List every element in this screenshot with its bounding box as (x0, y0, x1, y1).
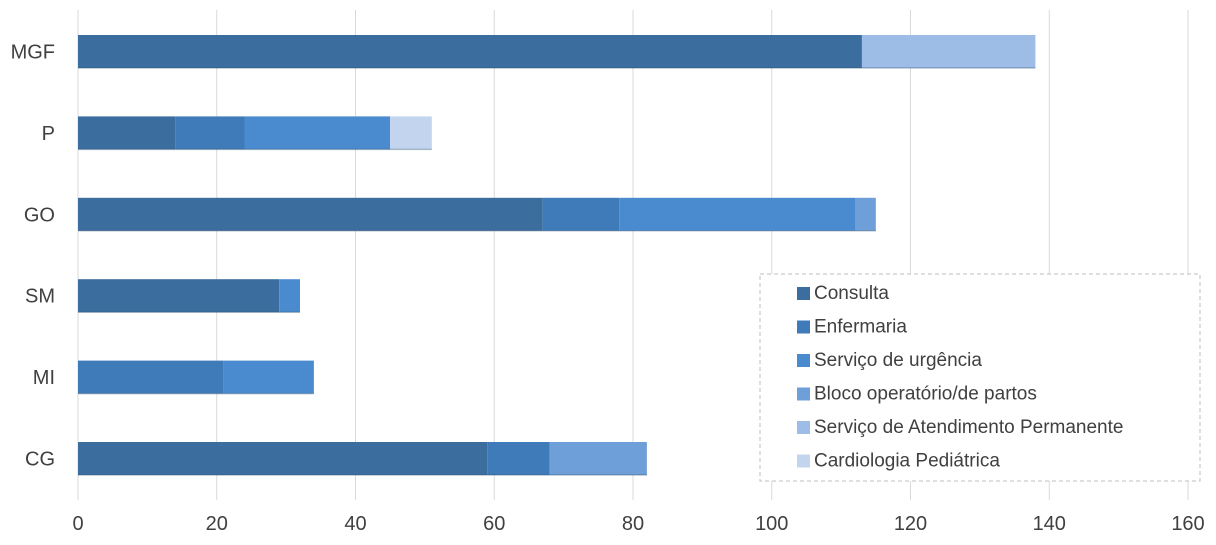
legend-label-3: Bloco operatório/de partos (814, 384, 1037, 405)
bar-go-3 (855, 197, 876, 231)
gridlines (77, 10, 1189, 500)
category-labels: MGF P GO SM MI CG (11, 42, 55, 471)
category-label-go: GO (24, 204, 55, 226)
legend: Consulta Enfermaria Serviço de urgência Blo… (759, 273, 1201, 482)
legend-label-0: Consulta (814, 283, 889, 304)
legend-label-1: Enfermaria (814, 317, 907, 338)
bar-p-1 (175, 116, 245, 150)
legend-swatch-4 (797, 421, 810, 434)
bar-p-5 (390, 116, 432, 150)
bar-go-2 (619, 197, 855, 231)
category-label-cg: CG (25, 449, 55, 471)
legend-box (759, 273, 1201, 482)
category-label-mgf: MGF (11, 42, 55, 64)
bars (78, 35, 1036, 476)
bar-go-1 (542, 197, 620, 231)
x-tick-label-140: 140 (1033, 513, 1066, 535)
x-tick-label-40: 40 (344, 513, 366, 535)
category-label-sm: SM (25, 286, 55, 308)
legend-swatch-3 (797, 387, 810, 401)
legend-swatch-2 (797, 354, 810, 367)
category-label-p: P (42, 123, 55, 145)
bar-sm-2 (279, 279, 300, 313)
legend-swatch-1 (797, 320, 810, 334)
bar-mgf-4 (861, 35, 1036, 68)
x-tick-labels: 0 20 40 60 80 100 120 140 160 (72, 513, 1204, 535)
x-tick-label-100: 100 (755, 513, 788, 535)
bar-mi-2 (223, 360, 314, 394)
x-tick-label-60: 60 (483, 513, 505, 535)
x-tick-label-20: 20 (206, 513, 228, 535)
bar-mgf-0 (78, 35, 862, 68)
x-tick-label-160: 160 (1171, 513, 1204, 535)
bar-cg-3 (549, 442, 647, 475)
category-label-mi: MI (33, 367, 55, 389)
legend-label-5: Cardiologia Pediátrica (814, 451, 1000, 472)
bar-p-2 (244, 116, 391, 150)
x-tick-label-80: 80 (622, 513, 644, 535)
legend-swatch-0 (797, 287, 810, 300)
bar-mi-1 (78, 360, 224, 394)
bar-sm-0 (78, 279, 280, 313)
legend-label-2: Serviço de urgência (814, 350, 982, 371)
legend-label-4: Serviço de Atendimento Permanente (814, 417, 1123, 438)
bar-p-0 (78, 116, 176, 150)
bar-cg-0 (78, 442, 488, 475)
bar-go-0 (78, 197, 543, 231)
legend-swatch-5 (797, 454, 810, 468)
x-tick-label-120: 120 (894, 513, 927, 535)
x-tick-label-0: 0 (72, 513, 83, 535)
bar-cg-1 (487, 442, 550, 475)
